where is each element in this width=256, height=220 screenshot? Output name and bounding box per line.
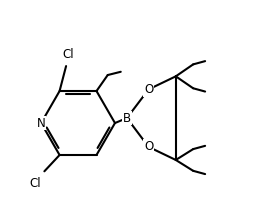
Text: O: O	[144, 83, 153, 96]
Text: Cl: Cl	[30, 177, 41, 190]
Text: N: N	[37, 117, 46, 130]
Text: B: B	[123, 112, 131, 125]
Text: O: O	[144, 140, 153, 153]
Text: Cl: Cl	[62, 48, 74, 61]
